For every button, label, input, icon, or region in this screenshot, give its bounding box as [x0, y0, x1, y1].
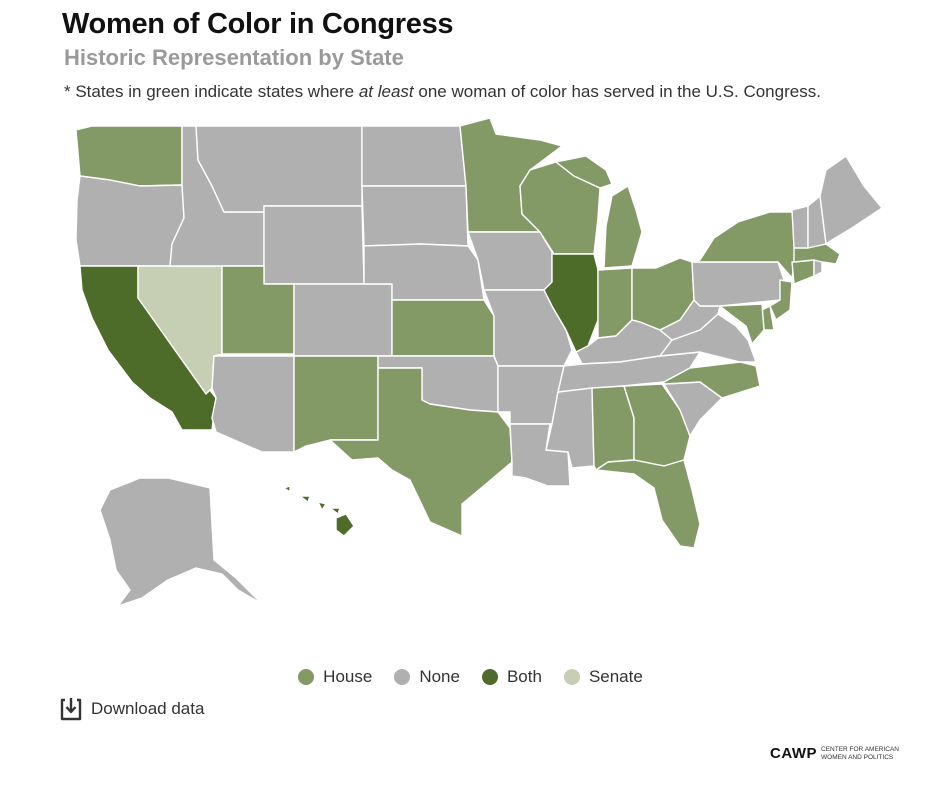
legend-item-senate[interactable]: Senate — [563, 667, 643, 687]
legend-label-none: None — [419, 667, 460, 686]
legend-label-senate: Senate — [588, 667, 643, 686]
us-state-map — [75, 117, 883, 607]
cawp-logo: CAWP CENTER FOR AMERICAN WOMEN AND POLIT… — [770, 745, 903, 762]
logo-text-line1: CENTER FOR AMERICAN — [821, 746, 900, 753]
state-vt[interactable] — [791, 205, 809, 249]
map-subtitle: Historic Representation by State — [64, 45, 404, 70]
state-sd[interactable] — [361, 185, 469, 247]
state-co[interactable] — [293, 283, 393, 357]
state-md[interactable] — [719, 303, 765, 345]
download-data-link[interactable]: Download data — [60, 697, 204, 721]
legend-swatch-senate — [563, 669, 580, 685]
legend-item-both[interactable]: Both — [481, 667, 542, 687]
legend-label-house: House — [323, 667, 373, 686]
download-data-label: Download data — [91, 699, 205, 718]
state-az[interactable] — [211, 355, 295, 453]
legend-swatch-none — [394, 669, 411, 685]
state-ma[interactable] — [793, 243, 841, 265]
logo-text-line2: WOMEN AND POLITICS — [821, 753, 894, 761]
download-icon — [60, 698, 82, 721]
note-emphasis: at least — [358, 82, 414, 101]
state-tx[interactable] — [329, 367, 513, 537]
legend-label-both: Both — [506, 667, 542, 686]
state-ct[interactable] — [791, 259, 815, 285]
state-hi[interactable] — [283, 485, 355, 537]
legend-item-house[interactable]: House — [298, 667, 372, 687]
state-nm[interactable] — [293, 355, 379, 453]
legend-swatch-house — [298, 669, 315, 685]
state-wy[interactable] — [263, 205, 365, 285]
state-nc[interactable] — [663, 361, 761, 399]
state-nj[interactable] — [769, 279, 793, 321]
state-ak[interactable] — [99, 477, 263, 607]
state-mt[interactable] — [195, 125, 363, 213]
legend-item-none[interactable]: None — [394, 667, 460, 687]
map-legend: House None Both Senate — [0, 667, 941, 687]
states-group — [75, 117, 883, 607]
state-or[interactable] — [75, 175, 185, 267]
state-me[interactable] — [819, 155, 883, 245]
note-prefix: * States in green indicate states where — [64, 82, 359, 101]
map-title: Women of Color in Congress — [62, 8, 454, 40]
map-note: * States in green indicate states where … — [64, 82, 821, 102]
logo-mark: CAWP — [770, 745, 817, 762]
state-ks[interactable] — [391, 299, 495, 357]
state-pa[interactable] — [691, 261, 785, 307]
state-mi[interactable] — [555, 155, 643, 269]
state-nd[interactable] — [361, 125, 467, 187]
state-fl[interactable] — [595, 459, 701, 549]
note-suffix: one woman of color has served in the U.S… — [413, 82, 821, 101]
logo-text: CENTER FOR AMERICAN WOMEN AND POLITICS — [821, 746, 903, 761]
state-la[interactable] — [509, 423, 571, 487]
legend-swatch-both — [481, 669, 498, 685]
